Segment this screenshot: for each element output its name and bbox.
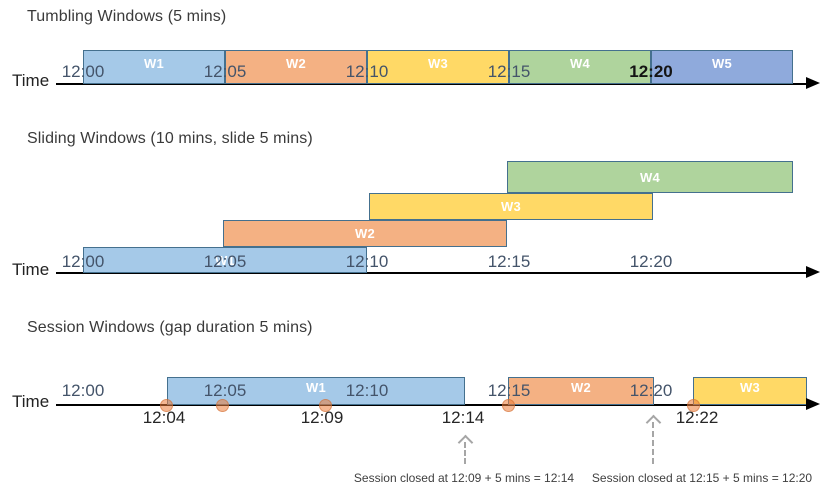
window-box-sliding-w3: W3 [369,193,653,220]
section-title-session: Session Windows (gap duration 5 mins) [27,319,313,336]
tick-label-session-1215: 12:15 [487,381,531,400]
window-label: W2 [354,226,376,241]
tick-label-sliding-1215: 12:15 [487,252,531,271]
tick-label-tumbling-1210: 12:10 [345,62,389,81]
window-label: W2 [285,55,307,71]
timeline-arrowhead-icon-session [806,398,820,410]
timeline-line-tumbling [56,83,807,85]
session-close-annotation-0: Session closed at 12:09 + 5 mins = 12:14 [353,471,575,485]
timeline-line-session [56,404,807,406]
window-box-tumbling-w2: W2 [225,50,367,84]
tick-label-tumbling-1200: 12:00 [61,62,105,81]
window-label: W1 [305,379,327,395]
window-box-sliding-w1: W1 [83,247,367,273]
time-axis-label-tumbling: Time [12,71,50,90]
window-label: W3 [739,379,761,395]
window-label: W1 [214,252,236,268]
window-box-session-w3: W3 [693,377,807,405]
event-time-label-1214: 12:14 [441,408,485,427]
window-box-tumbling-w1: W1 [83,50,225,84]
event-dot [686,398,700,412]
event-time-label-1209: 12:09 [300,408,344,427]
tick-label-sliding-1220: 12:20 [629,252,673,271]
section-title-tumbling: Tumbling Windows (5 mins) [27,8,227,25]
time-axis-label-session: Time [12,392,50,411]
window-box-sliding-w2: W2 [223,220,507,247]
tick-label-session-1200: 12:00 [61,381,105,400]
event-time-label-1204: 12:04 [142,408,186,427]
event-dot [318,398,332,412]
tick-label-session-1210: 12:10 [345,381,389,400]
window-box-tumbling-w4: W4 [509,50,651,84]
window-label: W1 [143,55,165,71]
window-label: W4 [639,169,661,185]
event-dot [159,398,173,412]
timeline-arrowhead-icon-tumbling [806,77,820,89]
tick-label-tumbling-1205: 12:05 [203,62,247,81]
window-label: W5 [711,55,733,71]
tick-label-sliding-1200: 12:00 [61,252,105,271]
dashed-arrow-line [464,442,466,464]
window-label: W3 [427,55,449,71]
window-label: W4 [569,55,591,71]
tick-label-sliding-1210: 12:10 [345,252,389,271]
event-time-label-1222: 12:22 [675,408,719,427]
window-box-tumbling-w3: W3 [367,50,509,84]
window-label: W2 [570,379,592,395]
tick-label-tumbling-1215: 12:15 [487,62,531,81]
section-title-sliding: Sliding Windows (10 mins, slide 5 mins) [27,130,313,147]
timeline-arrowhead-icon-sliding [806,266,820,278]
window-box-tumbling-w5: W5 [651,50,793,84]
dashed-arrow-line [652,422,654,464]
tick-label-sliding-1205: 12:05 [203,252,247,271]
session-close-annotation-1: Session closed at 12:15 + 5 mins = 12:20 [591,471,813,485]
timeline-line-sliding [56,272,807,274]
time-axis-label-sliding: Time [12,260,50,279]
window-box-session-w2: W2 [508,377,654,405]
tick-label-tumbling-1220: 12:20 [629,62,673,81]
event-dot [215,398,229,412]
tick-label-session-1220: 12:20 [629,381,673,400]
event-dot [501,398,515,412]
tick-label-session-1205: 12:05 [203,381,247,400]
window-label: W3 [500,199,522,214]
window-box-sliding-w4: W4 [507,161,793,193]
